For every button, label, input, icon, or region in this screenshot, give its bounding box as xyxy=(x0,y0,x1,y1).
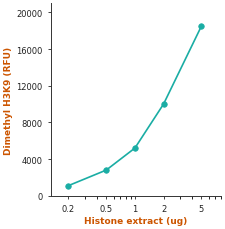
Y-axis label: Dimethyl H3K9 (RFU): Dimethyl H3K9 (RFU) xyxy=(4,46,13,154)
X-axis label: Histone extract (ug): Histone extract (ug) xyxy=(84,216,187,225)
